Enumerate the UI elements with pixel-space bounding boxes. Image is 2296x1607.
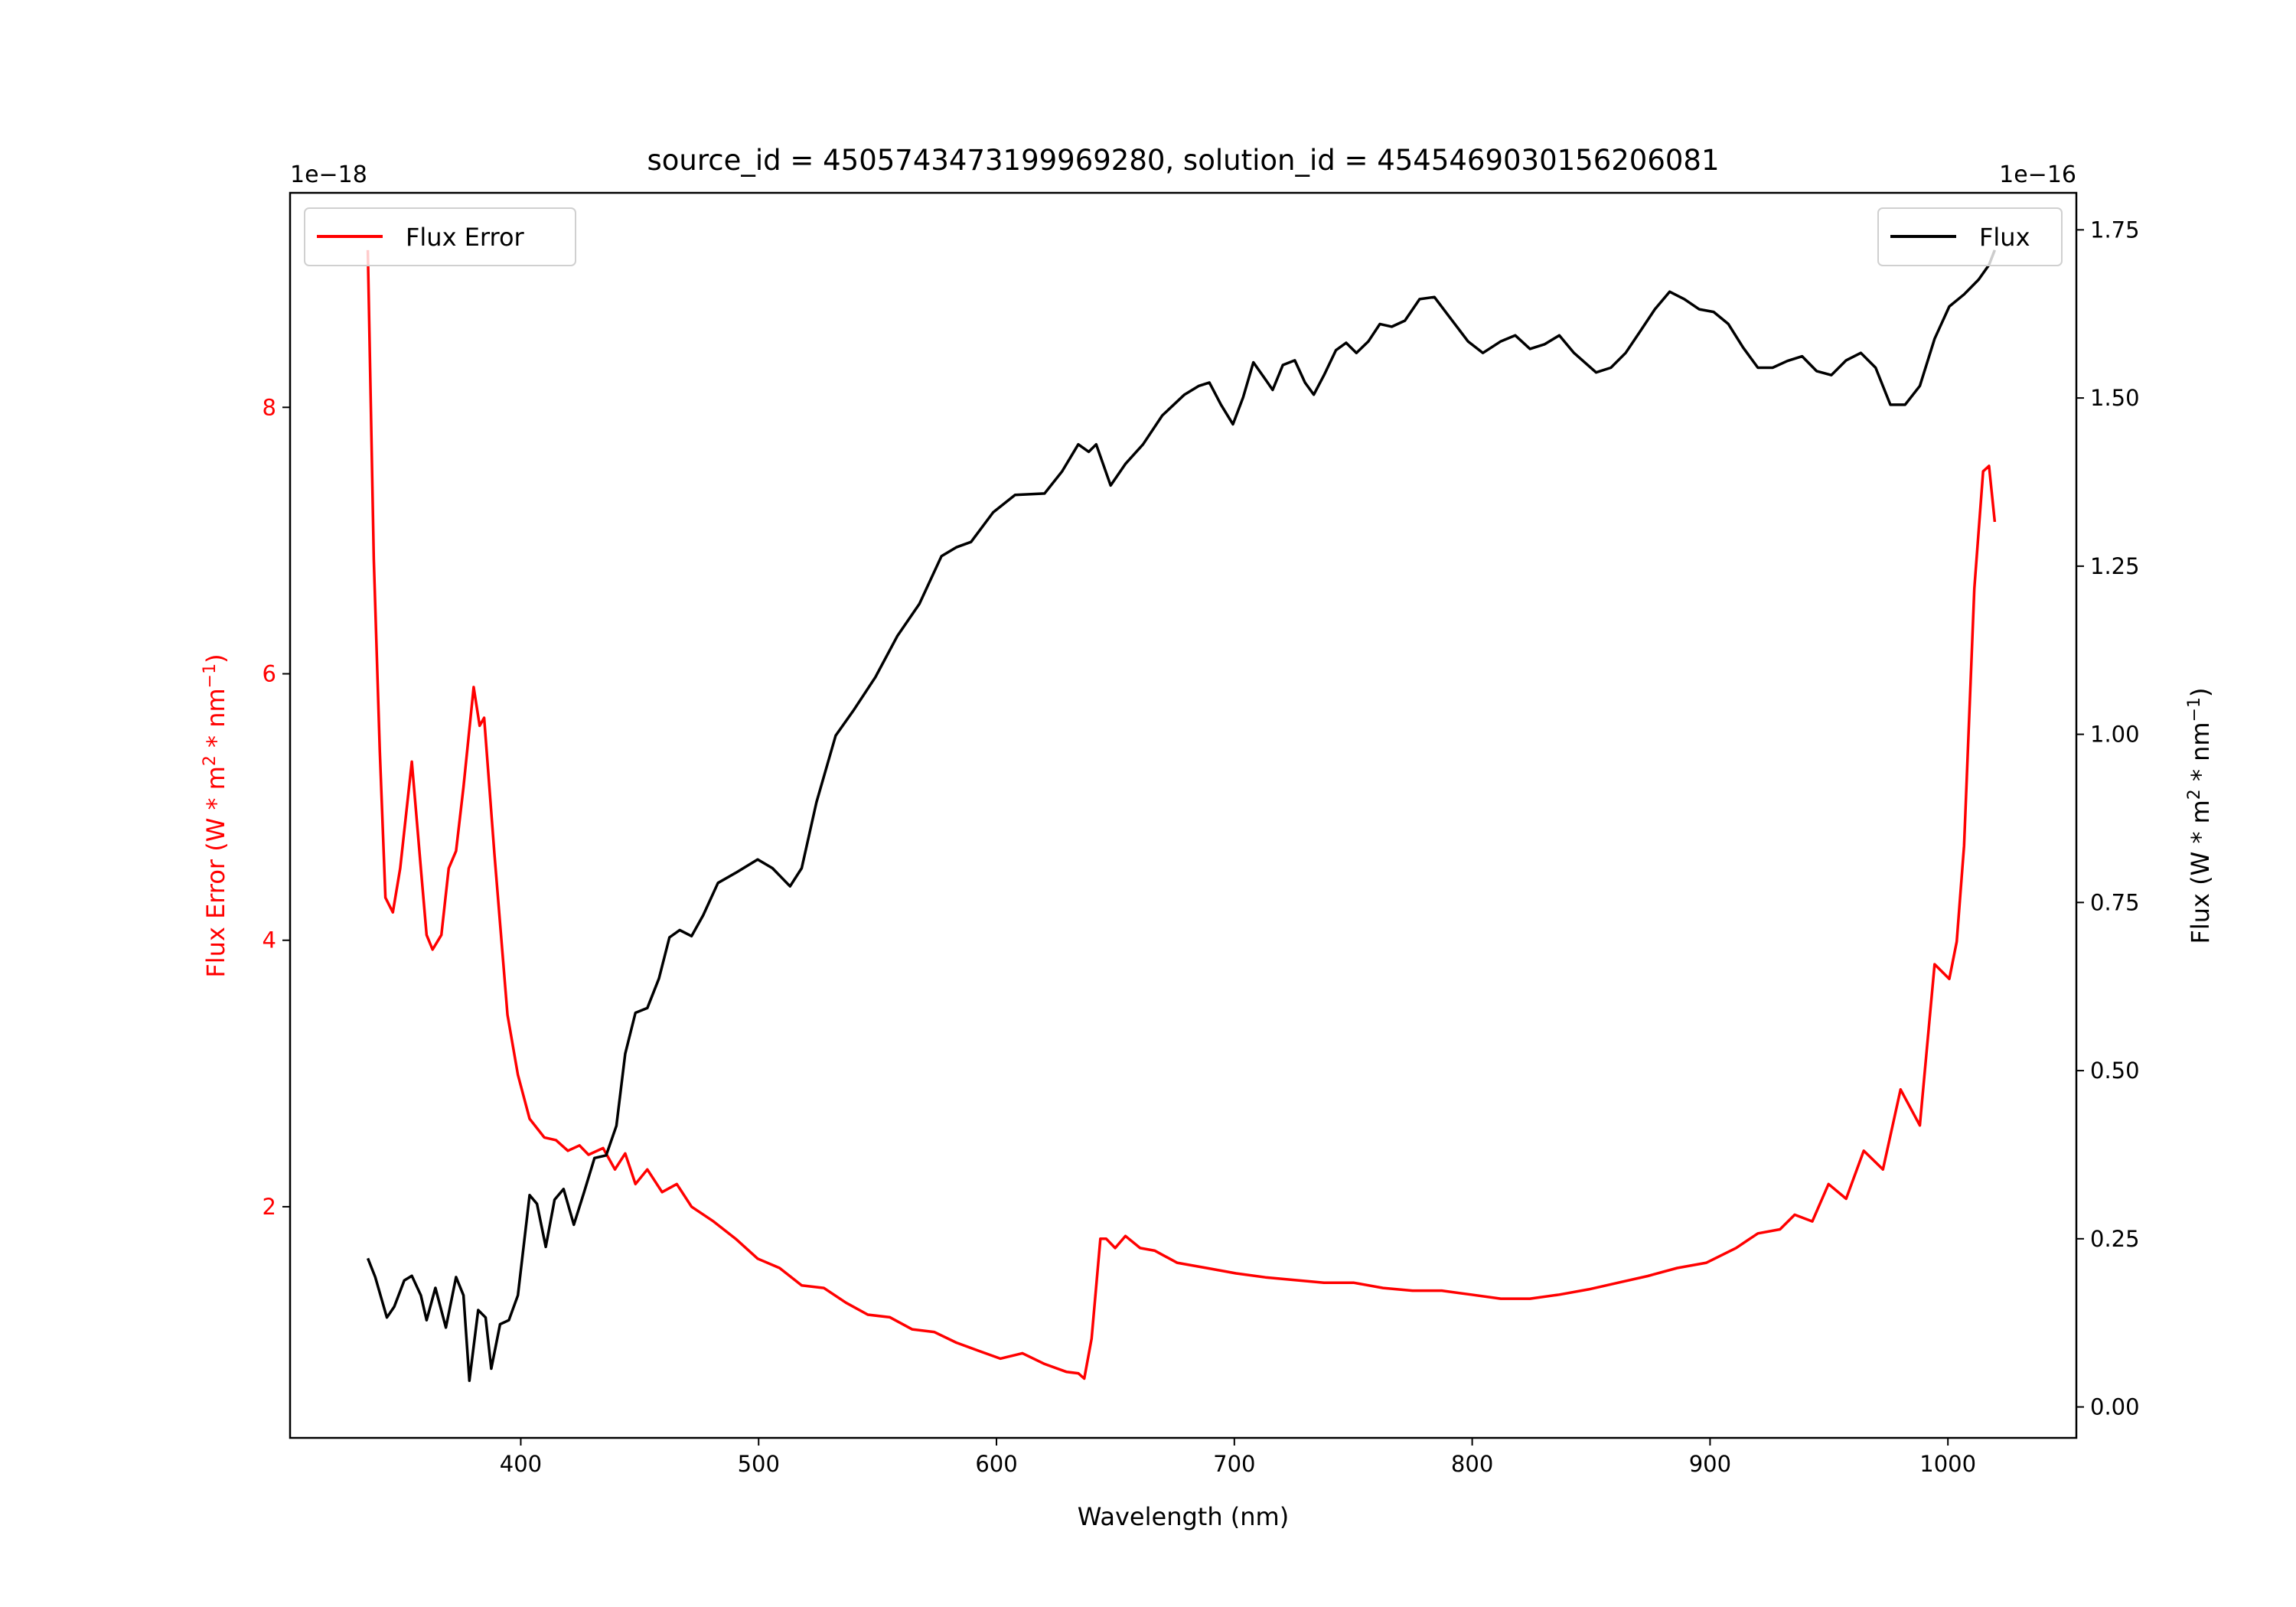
legend-label-flux-error: Flux Error (406, 223, 525, 252)
x-tick-label: 700 (1213, 1451, 1255, 1477)
x-tick-label: 800 (1451, 1451, 1493, 1477)
right-offset-label: 1e−16 (1999, 161, 2076, 188)
x-axis-label: Wavelength (nm) (1078, 1502, 1289, 1531)
y-right-tick-label: 0.00 (2090, 1394, 2140, 1420)
legend-label-flux: Flux (1979, 223, 2030, 252)
y-left-tick-label: 2 (263, 1194, 276, 1220)
y-axis-label-right: Flux (W * m2 * nm−1) (2185, 687, 2215, 944)
y-right-tick-label: 1.75 (2090, 217, 2140, 243)
y-left-tick-label: 8 (263, 394, 276, 420)
y-left-tick-label: 4 (263, 927, 276, 953)
x-tick-label: 1000 (1919, 1451, 1976, 1477)
y-right-tick-label: 1.00 (2090, 722, 2140, 748)
y-left-tick-label: 6 (263, 661, 276, 687)
y-axis-label-left: Flux Error (W * m2 * nm−1) (201, 654, 230, 977)
y-right-tick-label: 1.50 (2090, 385, 2140, 411)
plot-frame (289, 191, 2078, 1439)
flux-error-line (366, 249, 1997, 1380)
x-tick-label: 400 (500, 1451, 542, 1477)
y-right-tick-label: 0.50 (2090, 1058, 2140, 1084)
left-offset-label: 1e−18 (290, 161, 367, 188)
x-tick-label: 500 (738, 1451, 780, 1477)
x-tick-label: 600 (975, 1451, 1017, 1477)
chart-title: source_id = 4505743473199969280, solutio… (647, 144, 1719, 177)
legend-box-flux (1877, 207, 2063, 266)
y-right-tick-label: 1.25 (2090, 553, 2140, 579)
x-tick-label: 900 (1689, 1451, 1731, 1477)
flux-line (366, 249, 1997, 1383)
y-right-tick-label: 0.25 (2090, 1226, 2140, 1252)
y-right-tick-label: 0.75 (2090, 889, 2140, 915)
legend-box-flux-error (304, 207, 576, 266)
